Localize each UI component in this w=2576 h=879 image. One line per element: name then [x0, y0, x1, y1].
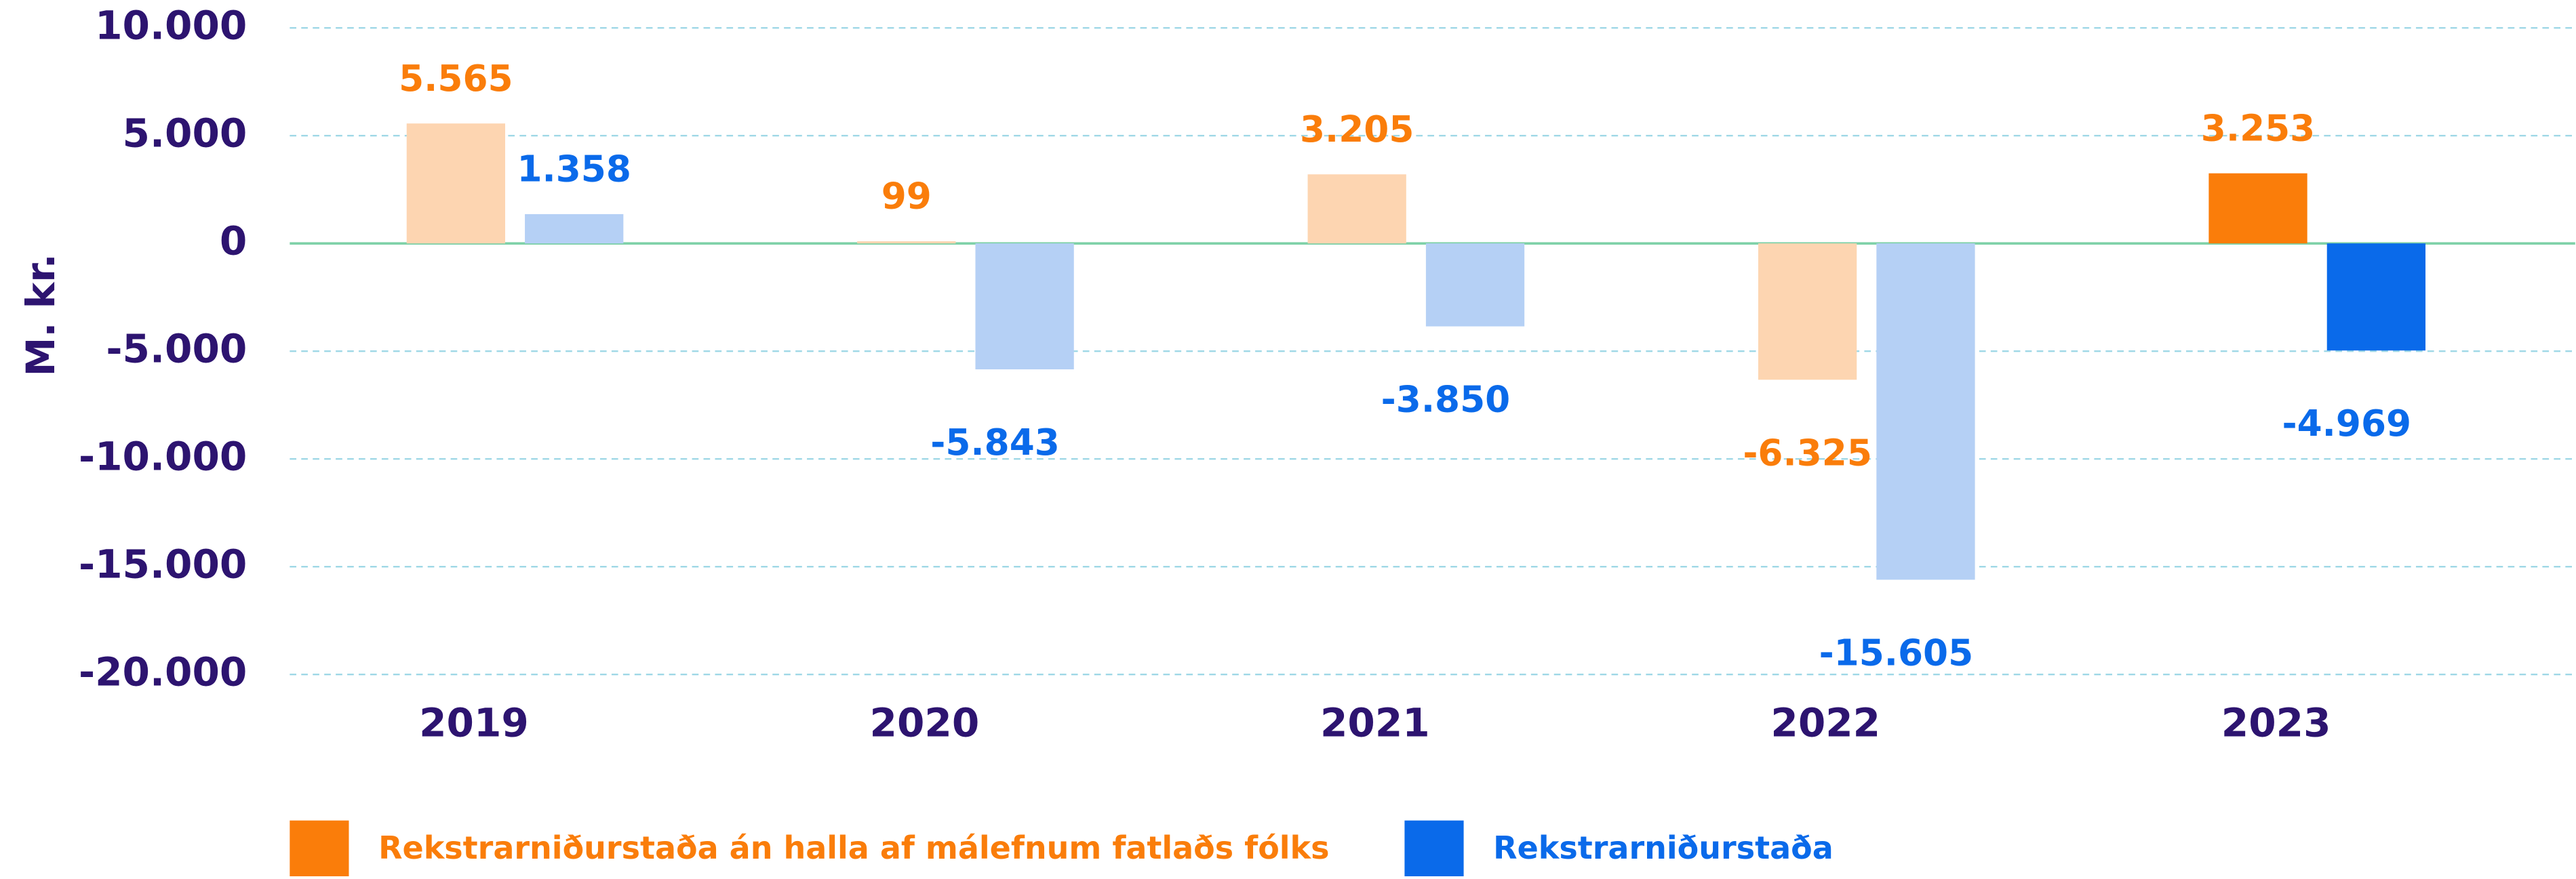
bar	[1425, 243, 1525, 327]
x-tick-label: 2022	[1770, 699, 1880, 745]
y-tick-label: 5.000	[123, 110, 247, 156]
bar	[1307, 174, 1406, 244]
x-tick-label: 2023	[2221, 699, 2331, 745]
legend-swatch	[1404, 820, 1464, 876]
legend-label: Rekstrarniðurstaða	[1493, 830, 1834, 866]
x-tick-label: 2021	[1320, 699, 1430, 745]
data-label: -6.325	[1743, 432, 1872, 474]
bar	[2326, 243, 2426, 351]
y-tick-label: -5.000	[106, 325, 247, 371]
data-label: -3.850	[1381, 379, 1511, 421]
y-tick-label: -10.000	[79, 433, 247, 479]
y-tick-label: 0	[220, 218, 247, 264]
data-label: -15.605	[1819, 632, 1974, 674]
data-label: -5.843	[930, 422, 1060, 464]
y-axis-label: M. kr.	[18, 253, 64, 376]
data-label: -4.969	[2282, 403, 2412, 445]
y-tick-label: -15.000	[79, 541, 247, 587]
data-label: 99	[881, 176, 932, 218]
data-label: 3.253	[2201, 107, 2315, 149]
bar	[406, 123, 506, 244]
data-label: 5.565	[399, 58, 513, 100]
y-tick-label: -20.000	[79, 649, 247, 695]
y-tick-label: 10.000	[95, 2, 247, 48]
bar	[1758, 243, 1857, 380]
bar	[975, 243, 1074, 369]
legend-label: Rekstrarniðurstaða án halla af málefnum …	[378, 830, 1329, 866]
bar	[1876, 243, 1975, 580]
data-label: 3.205	[1300, 108, 1414, 150]
x-tick-label: 2019	[419, 699, 529, 745]
bar	[2208, 173, 2307, 244]
x-tick-label: 2020	[870, 699, 980, 745]
bar	[857, 241, 956, 244]
legend-swatch	[290, 820, 349, 876]
bar	[525, 213, 624, 244]
data-label: 1.358	[517, 148, 631, 190]
